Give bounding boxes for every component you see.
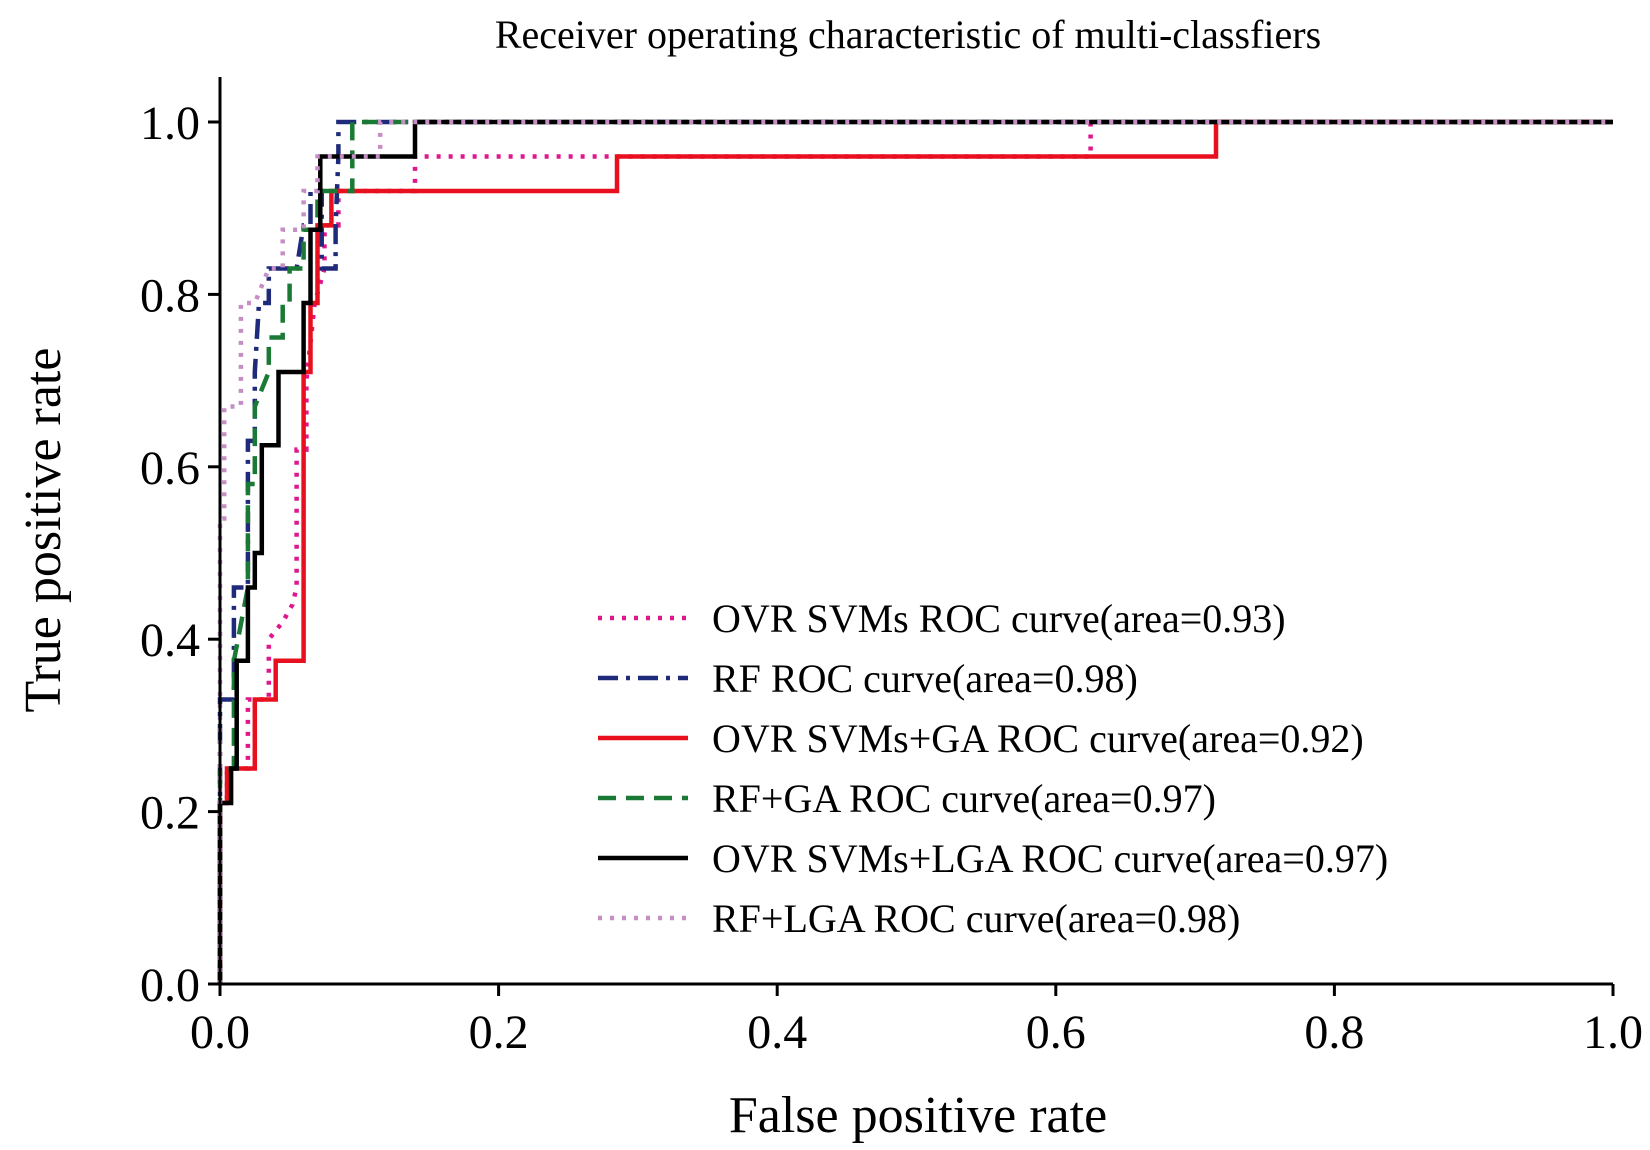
chart-title: Receiver operating characteristic of mul… <box>495 12 1321 57</box>
y-tick-label: 1.0 <box>140 97 200 150</box>
y-tick-label: 0.8 <box>140 269 200 322</box>
y-tick-label: 0.2 <box>140 787 200 840</box>
x-tick-label: 0.0 <box>190 1006 250 1059</box>
x-tick-label: 0.8 <box>1304 1006 1364 1059</box>
x-tick-label: 1.0 <box>1583 1006 1643 1059</box>
y-axis-label: True positive rate <box>15 348 72 713</box>
plot-area <box>217 119 1613 984</box>
x-tick-label: 0.4 <box>747 1006 807 1059</box>
legend-label: OVR SVMs+LGA ROC curve(area=0.97) <box>712 836 1388 881</box>
series-line-4 <box>217 119 1613 984</box>
legend-label: RF+LGA ROC curve(area=0.98) <box>712 896 1240 941</box>
x-tick-label: 0.6 <box>1026 1006 1086 1059</box>
x-axis-label: False positive rate <box>729 1087 1107 1144</box>
series-line-3 <box>217 119 1613 984</box>
y-tick-label: 0.4 <box>140 614 200 667</box>
legend-label: OVR SVMs+GA ROC curve(area=0.92) <box>712 716 1364 761</box>
series-line-1 <box>217 119 1613 984</box>
y-ticks: 0.0 0.2 0.4 0.6 0.8 1.0 <box>140 97 220 1012</box>
legend-label: RF ROC curve(area=0.98) <box>712 656 1138 701</box>
y-tick-label: 0.0 <box>140 959 200 1012</box>
x-tick-label: 0.2 <box>469 1006 529 1059</box>
y-tick-label: 0.6 <box>140 442 200 495</box>
x-ticks: 0.0 0.2 0.4 0.6 0.8 1.0 <box>190 984 1643 1059</box>
legend-label: RF+GA ROC curve(area=0.97) <box>712 776 1216 821</box>
legend: OVR SVMs ROC curve(area=0.93) RF ROC curv… <box>598 596 1388 941</box>
series-layer <box>217 119 1613 984</box>
legend-label: OVR SVMs ROC curve(area=0.93) <box>712 596 1286 641</box>
